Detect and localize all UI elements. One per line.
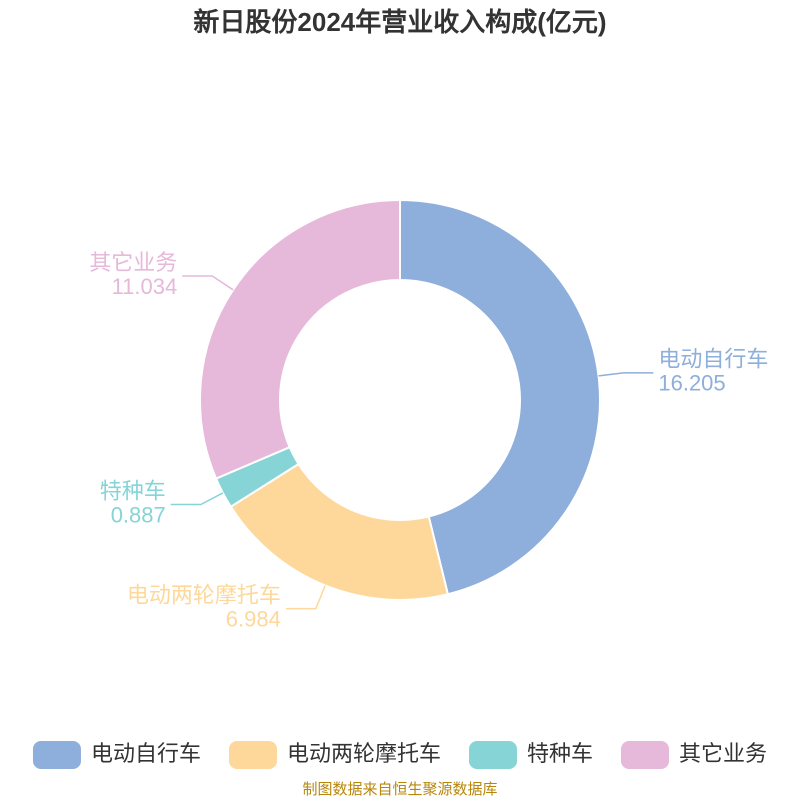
donut-slice <box>229 462 450 601</box>
slice-label: 特种车 <box>100 478 166 503</box>
legend-label: 电动自行车 <box>91 741 201 766</box>
slice-label: 其它业务 <box>89 250 177 275</box>
source-note: 制图数据来自恒生聚源数据库 <box>302 781 497 798</box>
slice-label: 电动自行车 <box>658 347 768 372</box>
value-label: 11.034 <box>112 274 178 299</box>
legend-label: 电动两轮摩托车 <box>287 741 441 766</box>
legend-swatch <box>228 741 277 769</box>
legend-swatch <box>621 741 670 769</box>
value-label: 6.984 <box>226 606 281 631</box>
donut-slice <box>399 198 601 596</box>
chart-title: 新日股份2024年营业收入构成(亿元) <box>193 7 606 37</box>
legend-swatch <box>469 741 517 769</box>
value-label: 16.205 <box>658 371 725 396</box>
leader-line <box>182 275 234 291</box>
legend-label: 特种车 <box>527 741 593 766</box>
legend-label: 其它业务 <box>679 741 767 766</box>
leader-line <box>598 372 654 377</box>
leader-line <box>170 492 224 506</box>
value-label: 0.887 <box>111 502 166 527</box>
leader-line <box>285 585 326 610</box>
legend-swatch <box>32 741 81 769</box>
donut-slice <box>199 198 401 480</box>
slice-label: 电动两轮摩托车 <box>127 582 281 607</box>
